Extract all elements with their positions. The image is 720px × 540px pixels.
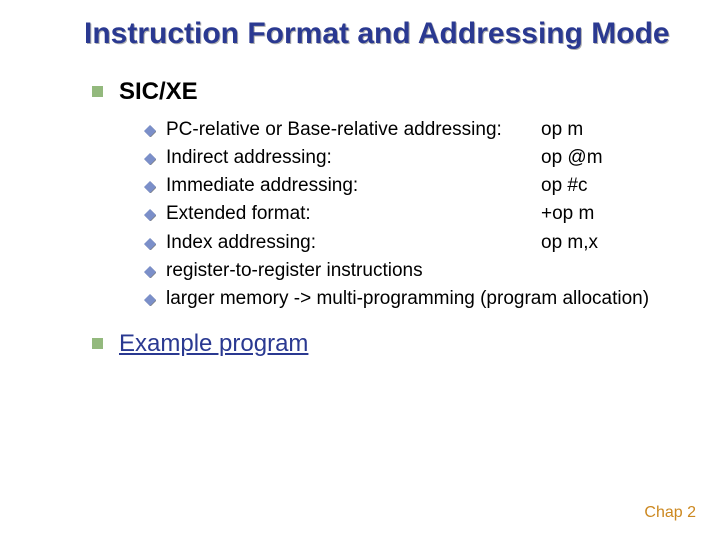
item-text: larger memory -> multi-programming (prog… bbox=[166, 287, 670, 311]
item-text: Extended format: bbox=[166, 202, 531, 226]
slide: Instruction Format and Addressing Mode S… bbox=[0, 0, 720, 540]
diamond-bullet-icon bbox=[144, 209, 156, 221]
diamond-bullet-icon bbox=[144, 125, 156, 137]
section-heading-row: Example program bbox=[92, 330, 670, 358]
section-heading-row: SIC/XE bbox=[92, 78, 670, 106]
item-notation: +op m bbox=[541, 202, 594, 226]
section-example-program: Example program bbox=[92, 330, 670, 358]
square-bullet-icon bbox=[92, 338, 103, 349]
item-notation: op m,x bbox=[541, 231, 598, 255]
section-heading: SIC/XE bbox=[119, 78, 198, 106]
diamond-bullet-icon bbox=[144, 153, 156, 165]
diamond-bullet-icon bbox=[144, 294, 156, 306]
list-item: larger memory -> multi-programming (prog… bbox=[144, 287, 670, 311]
example-program-link[interactable]: Example program bbox=[119, 330, 308, 358]
item-text: Indirect addressing: bbox=[166, 146, 531, 170]
list-item: Immediate addressing: op #c bbox=[144, 174, 670, 198]
item-text: register-to-register instructions bbox=[166, 259, 670, 283]
list-item: register-to-register instructions bbox=[144, 259, 670, 283]
diamond-bullet-icon bbox=[144, 181, 156, 193]
item-notation: op @m bbox=[541, 146, 603, 170]
diamond-bullet-icon bbox=[144, 238, 156, 250]
item-text: Index addressing: bbox=[166, 231, 531, 255]
diamond-bullet-icon bbox=[144, 266, 156, 278]
sub-bullet-list: PC-relative or Base-relative addressing:… bbox=[144, 118, 670, 312]
slide-title: Instruction Format and Addressing Mode bbox=[84, 18, 670, 50]
section-sicxe: SIC/XE PC-relative or Base-relative addr… bbox=[92, 78, 670, 312]
list-item: Extended format: +op m bbox=[144, 202, 670, 226]
item-notation: op #c bbox=[541, 174, 587, 198]
list-item: Index addressing: op m,x bbox=[144, 231, 670, 255]
list-item: Indirect addressing: op @m bbox=[144, 146, 670, 170]
item-text: Immediate addressing: bbox=[166, 174, 531, 198]
square-bullet-icon bbox=[92, 86, 103, 97]
item-notation: op m bbox=[541, 118, 583, 142]
footer-chapter-label: Chap 2 bbox=[644, 504, 696, 522]
list-item: PC-relative or Base-relative addressing:… bbox=[144, 118, 670, 142]
item-text: PC-relative or Base-relative addressing: bbox=[166, 118, 531, 142]
